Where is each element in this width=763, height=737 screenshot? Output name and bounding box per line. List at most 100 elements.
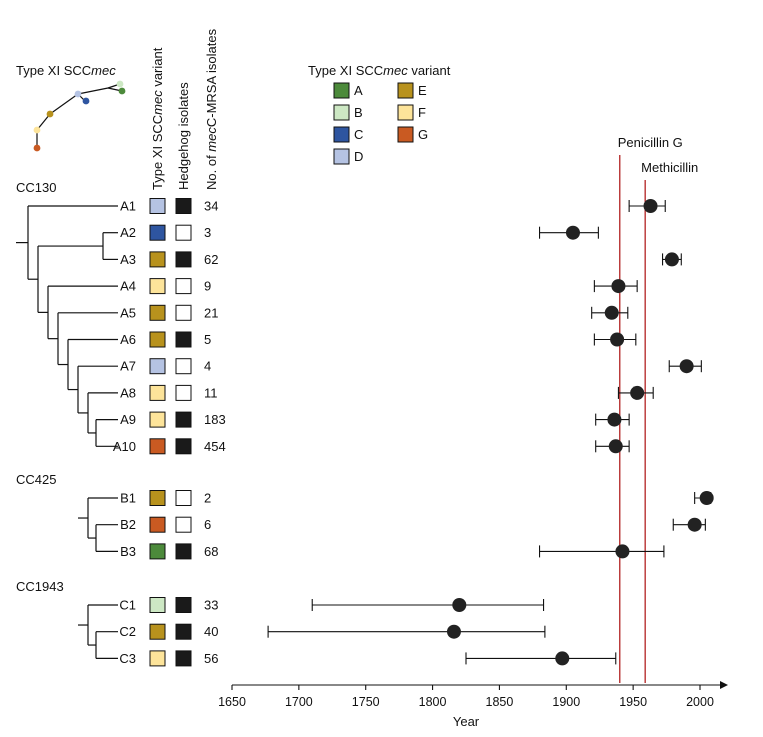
- hedgehog-box-c3: [175, 650, 192, 667]
- variant-swatch-a3: [149, 251, 166, 268]
- date-point-a3: [664, 252, 679, 267]
- x-tick-label-1950: 1950: [619, 695, 647, 709]
- inset-title: Type XI SCCmec: [16, 63, 116, 78]
- row-label-a8: A8: [120, 385, 136, 400]
- row-label-a6: A6: [120, 332, 136, 347]
- date-point-c1: [452, 598, 467, 612]
- reference-label-0: Penicillin G: [618, 135, 683, 150]
- inset-node-b: [116, 80, 124, 88]
- row-label-a1: A1: [120, 199, 136, 214]
- variant-swatch-a8: [149, 384, 166, 401]
- variant-swatch-a10: [149, 438, 166, 455]
- variant-swatch-a2: [149, 224, 166, 241]
- isolate-count-a8: 11: [204, 385, 218, 400]
- x-tick-label-1850: 1850: [486, 695, 514, 709]
- row-label-a4: A4: [120, 279, 136, 294]
- date-point-a9: [607, 412, 622, 427]
- column-header-variant: Type XI SCCmec variant: [150, 47, 165, 190]
- x-tick-label-1750: 1750: [352, 695, 380, 709]
- hedgehog-box-b1: [175, 490, 192, 506]
- legend-label-c: C: [354, 127, 363, 142]
- row-label-a7: A7: [120, 359, 136, 374]
- x-tick-label-1650: 1650: [218, 695, 246, 709]
- reference-label-1: Methicillin: [641, 160, 698, 175]
- legend-swatch-e: [397, 82, 414, 99]
- x-axis-arrow: [720, 681, 728, 689]
- date-point-a6: [610, 332, 625, 347]
- date-point-c3: [555, 651, 570, 666]
- variant-swatch-b1: [149, 490, 166, 506]
- variant-swatch-c3: [149, 650, 166, 667]
- row-label-b2: B2: [120, 517, 136, 532]
- isolate-count-b1: 2: [204, 491, 211, 506]
- hedgehog-box-a9: [175, 411, 192, 428]
- hedgehog-box-a3: [175, 251, 192, 268]
- isolate-count-a9: 183: [204, 412, 226, 427]
- isolate-count-a3: 62: [204, 252, 218, 267]
- date-point-a7: [679, 359, 694, 374]
- date-estimates: [267, 199, 714, 666]
- isolate-count-b2: 6: [204, 517, 211, 532]
- variant-swatch-a1: [149, 198, 166, 214]
- hedgehog-box-a2: [175, 224, 192, 241]
- legend-label-a: A: [354, 83, 363, 98]
- variant-swatch-b2: [149, 516, 166, 533]
- group-label-cc425: CC425: [16, 472, 56, 487]
- isolate-count-c1: 33: [204, 598, 218, 613]
- x-axis: 1650 1700 1750 1800 1850 1900 1950 2000 Year: [218, 681, 728, 729]
- legend-swatch-g: [397, 126, 414, 143]
- inset-node-e: [46, 110, 54, 118]
- row-label-c3: C3: [119, 651, 136, 666]
- x-axis-title: Year: [453, 714, 480, 729]
- legend-label-f: F: [418, 105, 426, 120]
- reference-lines: Penicillin G Methicillin: [618, 135, 698, 683]
- x-tick-label-1700: 1700: [285, 695, 313, 709]
- row-label-a3: A3: [120, 252, 136, 267]
- row-label-b1: B1: [120, 491, 136, 506]
- legend-swatch-d: [333, 148, 350, 165]
- legend-swatch-a: [333, 82, 350, 99]
- legend-label-e: E: [418, 83, 427, 98]
- variant-swatch-c2: [149, 623, 166, 640]
- inset-node-f: [33, 126, 41, 134]
- hedgehog-box-a6: [175, 331, 192, 348]
- row-label-c1: C1: [119, 598, 136, 613]
- inset-node-d: [74, 90, 82, 98]
- date-point-a2: [565, 225, 580, 240]
- hedgehog-box-c2: [175, 623, 192, 640]
- hedgehog-box-a10: [175, 438, 192, 455]
- column-header-hedgehog: Hedgehog isolates: [176, 82, 191, 190]
- legend-title: Type XI SCCmec variant: [308, 63, 451, 78]
- inset-node-g: [33, 144, 41, 152]
- isolate-count-a4: 9: [204, 279, 211, 294]
- variant-swatch-a9: [149, 411, 166, 428]
- x-tick-label-2000: 2000: [686, 695, 714, 709]
- row-label-b3: B3: [120, 544, 136, 559]
- legend-label-g: G: [418, 127, 428, 142]
- date-point-a8: [630, 385, 645, 400]
- date-point-c2: [446, 624, 461, 639]
- group-label-cc130: CC130: [16, 180, 56, 195]
- hedgehog-box-a7: [175, 358, 192, 375]
- row-label-c2: C2: [119, 624, 136, 639]
- date-point-b3: [615, 544, 630, 559]
- inset-node-c: [82, 97, 90, 105]
- date-point-b1: [699, 491, 714, 505]
- row-label-a9: A9: [120, 412, 136, 427]
- phylogenetic-tree: [16, 205, 118, 660]
- date-point-b2: [687, 517, 702, 532]
- date-point-a4: [611, 279, 626, 294]
- hedgehog-box-a4: [175, 278, 192, 295]
- isolate-count-a6: 5: [204, 332, 211, 347]
- legend-swatch-b: [333, 104, 350, 121]
- hedgehog-box-a5: [175, 304, 192, 321]
- x-tick-label-1800: 1800: [419, 695, 447, 709]
- date-point-a5: [604, 305, 619, 320]
- date-point-a1: [643, 199, 658, 213]
- hedgehog-box-c1: [175, 597, 192, 613]
- variant-swatch-a4: [149, 278, 166, 295]
- variant-swatch-a6: [149, 331, 166, 348]
